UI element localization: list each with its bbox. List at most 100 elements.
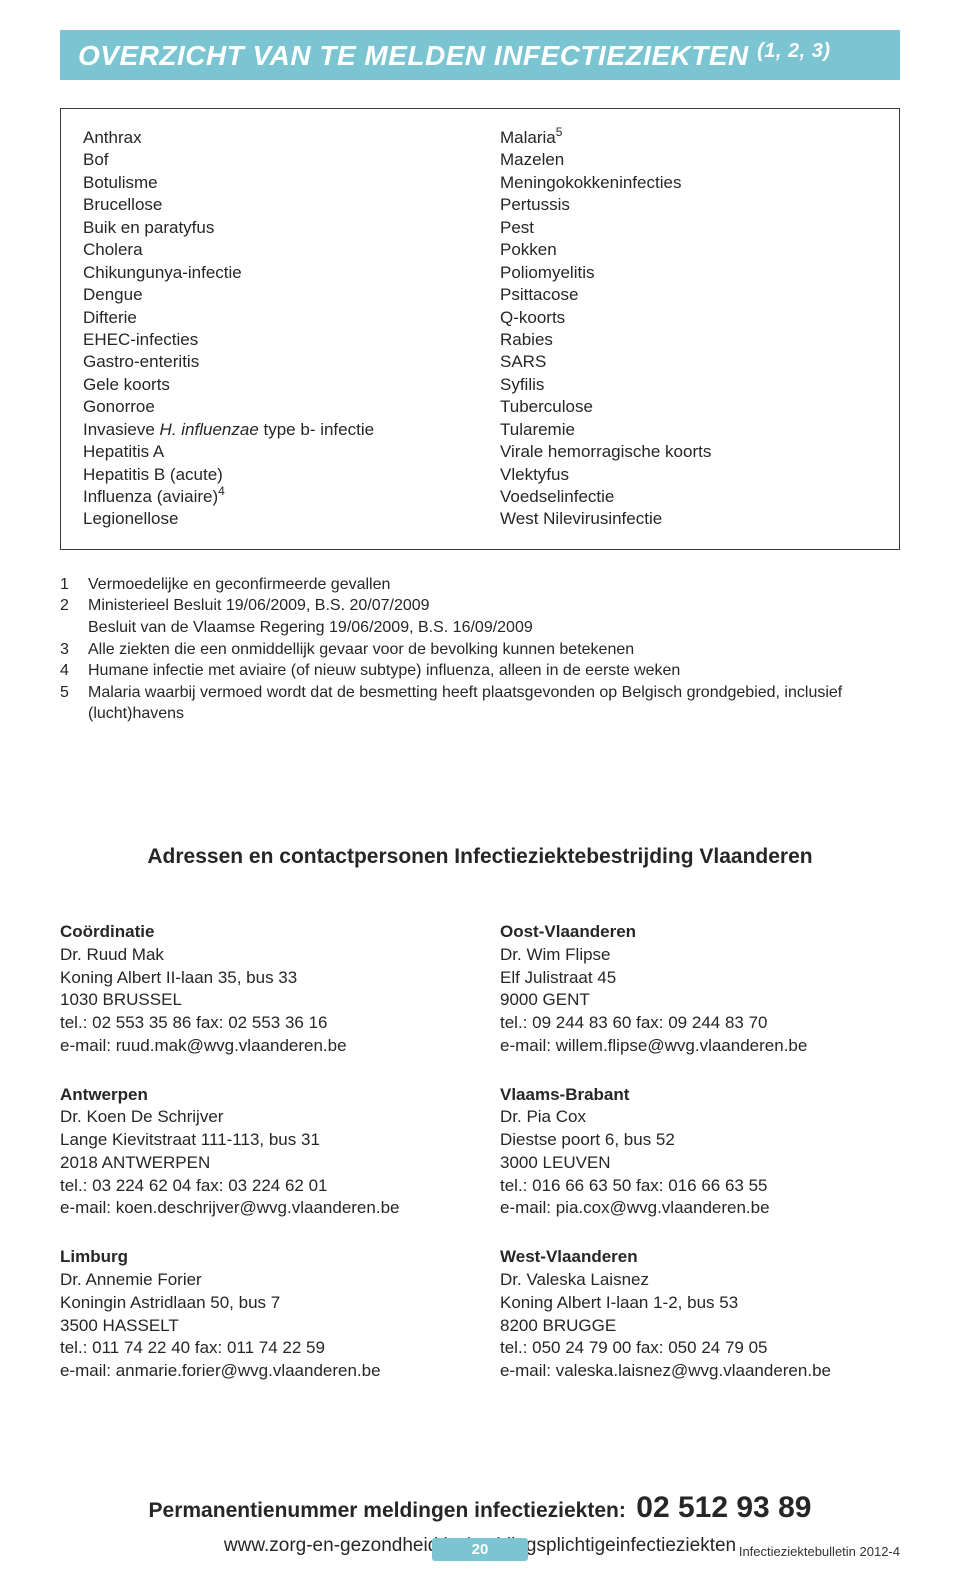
contact-name: Dr. Koen De Schrijver [60, 1106, 460, 1129]
disease-item: Pertussis [500, 194, 877, 216]
page-number: 20 [432, 1538, 529, 1561]
page-title: Overzicht van te melden infectieziekten [78, 40, 749, 71]
contact-region: Vlaams-Brabant [500, 1084, 900, 1107]
footnote-number: 3 [60, 639, 74, 661]
contact-email: e-mail: pia.cox@wvg.vlaanderen.be [500, 1197, 900, 1220]
disease-item: Botulisme [83, 172, 460, 194]
contact-name: Dr. Annemie Forier [60, 1269, 460, 1292]
footnote-text: Humane infectie met aviaire (of nieuw su… [88, 660, 900, 682]
disease-item: Virale hemorragische koorts [500, 441, 877, 463]
disease-item: Legionellose [83, 508, 460, 530]
disease-item: Invasieve H. influenzae type b- infectie [83, 419, 460, 441]
disease-item: Dengue [83, 284, 460, 306]
disease-item: Psittacose [500, 284, 877, 306]
disease-item: SARS [500, 351, 877, 373]
contact-addr1: Lange Kievitstraat 111-113, bus 31 [60, 1129, 460, 1152]
contact-tel: tel.: 011 74 22 40 fax: 011 74 22 59 [60, 1337, 460, 1360]
disease-item: Q-koorts [500, 307, 877, 329]
contact-addr1: Elf Julistraat 45 [500, 967, 900, 990]
footnote-row: 2Ministerieel Besluit 19/06/2009, B.S. 2… [60, 595, 900, 638]
contact-block: Vlaams-BrabantDr. Pia CoxDiestse poort 6… [500, 1084, 900, 1221]
disease-item: Hepatitis A [83, 441, 460, 463]
contact-addr1: Koningin Astridlaan 50, bus 7 [60, 1292, 460, 1315]
disease-item: Mazelen [500, 149, 877, 171]
contact-name: Dr. Ruud Mak [60, 944, 460, 967]
contact-name: Dr. Valeska Laisnez [500, 1269, 900, 1292]
contact-tel: tel.: 09 244 83 60 fax: 09 244 83 70 [500, 1012, 900, 1035]
footer-publication: Infectieziektebulletin 2012-4 [739, 1544, 900, 1559]
disease-item: Poliomyelitis [500, 262, 877, 284]
contact-email: e-mail: valeska.laisnez@wvg.vlaanderen.b… [500, 1360, 900, 1383]
page-title-bar: Overzicht van te melden infectieziekten … [60, 30, 900, 80]
contact-tel: tel.: 016 66 63 50 fax: 016 66 63 55 [500, 1175, 900, 1198]
contact-addr2: 2018 ANTWERPEN [60, 1152, 460, 1175]
footnote-number: 1 [60, 574, 74, 596]
contact-region: Oost-Vlaanderen [500, 921, 900, 944]
disease-item: Buik en paratyfus [83, 217, 460, 239]
contact-tel: tel.: 02 553 35 86 fax: 02 553 36 16 [60, 1012, 460, 1035]
disease-item: Hepatitis B (acute) [83, 464, 460, 486]
disease-item: Gele koorts [83, 374, 460, 396]
footnote-row: 5 Malaria waarbij vermoed wordt dat de be… [60, 682, 900, 725]
contact-block: Oost-VlaanderenDr. Wim FlipseElf Julistr… [500, 921, 900, 1058]
footnote-row: 1Vermoedelijke en geconfirmeerde gevalle… [60, 574, 900, 596]
contact-addr1: Koning Albert II-laan 35, bus 33 [60, 967, 460, 990]
footnote-number: 2 [60, 595, 74, 638]
contact-name: Dr. Pia Cox [500, 1106, 900, 1129]
disease-item: Meningokokkeninfecties [500, 172, 877, 194]
footnote-number: 4 [60, 660, 74, 682]
contact-email: e-mail: anmarie.forier@wvg.vlaanderen.be [60, 1360, 460, 1383]
contacts-heading: Adressen en contactpersonen Infectieziek… [60, 845, 900, 869]
disease-item: Malaria5 [500, 127, 877, 149]
permanent-number: 02 512 93 89 [636, 1491, 811, 1524]
contacts-column-right: Oost-VlaanderenDr. Wim FlipseElf Julistr… [500, 921, 900, 1409]
contact-email: e-mail: willem.flipse@wvg.vlaanderen.be [500, 1035, 900, 1058]
disease-item: Influenza (aviaire)4 [83, 486, 460, 508]
disease-item: Gastro-enteritis [83, 351, 460, 373]
contact-addr2: 9000 GENT [500, 989, 900, 1012]
disease-item: Anthrax [83, 127, 460, 149]
contact-region: Limburg [60, 1246, 460, 1269]
contact-region: Coördinatie [60, 921, 460, 944]
disease-column-left: AnthraxBofBotulismeBrucelloseBuik en par… [83, 127, 460, 531]
contact-block: CoördinatieDr. Ruud MakKoning Albert II-… [60, 921, 460, 1058]
footnote-text: Alle ziekten die een onmiddellijk gevaar… [88, 639, 900, 661]
contact-email: e-mail: koen.deschrijver@wvg.vlaanderen.… [60, 1197, 460, 1220]
contact-addr2: 1030 BRUSSEL [60, 989, 460, 1012]
contact-block: West-VlaanderenDr. Valeska LaisnezKoning… [500, 1246, 900, 1383]
contact-addr2: 8200 BRUGGE [500, 1315, 900, 1338]
permanent-number-label: Permanentienummer meldingen infectieziek… [149, 1499, 626, 1522]
contact-name: Dr. Wim Flipse [500, 944, 900, 967]
contact-block: AntwerpenDr. Koen De SchrijverLange Kiev… [60, 1084, 460, 1221]
disease-item: Rabies [500, 329, 877, 351]
contact-block: LimburgDr. Annemie ForierKoningin Astrid… [60, 1246, 460, 1383]
disease-item: Bof [83, 149, 460, 171]
footnotes: 1Vermoedelijke en geconfirmeerde gevalle… [60, 574, 900, 725]
disease-item: EHEC-infecties [83, 329, 460, 351]
footnote-text: Malaria waarbij vermoed wordt dat de bes… [88, 682, 900, 725]
disease-item: Brucellose [83, 194, 460, 216]
disease-item: West Nilevirusinfectie [500, 508, 877, 530]
contact-addr2: 3500 HASSELT [60, 1315, 460, 1338]
contacts-grid: CoördinatieDr. Ruud MakKoning Albert II-… [60, 921, 900, 1409]
contact-addr2: 3000 LEUVEN [500, 1152, 900, 1175]
footnote-number: 5 [60, 682, 74, 725]
disease-item: Chikungunya-infectie [83, 262, 460, 284]
contact-tel: tel.: 050 24 79 00 fax: 050 24 79 05 [500, 1337, 900, 1360]
disease-item: Tuberculose [500, 396, 877, 418]
disease-item: Voedselinfectie [500, 486, 877, 508]
contacts-column-left: CoördinatieDr. Ruud MakKoning Albert II-… [60, 921, 460, 1409]
disease-list-box: AnthraxBofBotulismeBrucelloseBuik en par… [60, 108, 900, 550]
permanent-number-line: Permanentienummer meldingen infectieziek… [60, 1491, 900, 1525]
disease-item: Vlektyfus [500, 464, 877, 486]
disease-item: Cholera [83, 239, 460, 261]
footnote-row: 4 Humane infectie met aviaire (of nieuw s… [60, 660, 900, 682]
contact-addr1: Koning Albert I-laan 1-2, bus 53 [500, 1292, 900, 1315]
contact-addr1: Diestse poort 6, bus 52 [500, 1129, 900, 1152]
disease-item: Difterie [83, 307, 460, 329]
disease-item: Pokken [500, 239, 877, 261]
disease-column-right: Malaria5MazelenMeningokokkeninfectiesPer… [500, 127, 877, 531]
contact-email: e-mail: ruud.mak@wvg.vlaanderen.be [60, 1035, 460, 1058]
title-reference: (1, 2, 3) [757, 40, 830, 62]
contact-tel: tel.: 03 224 62 04 fax: 03 224 62 01 [60, 1175, 460, 1198]
